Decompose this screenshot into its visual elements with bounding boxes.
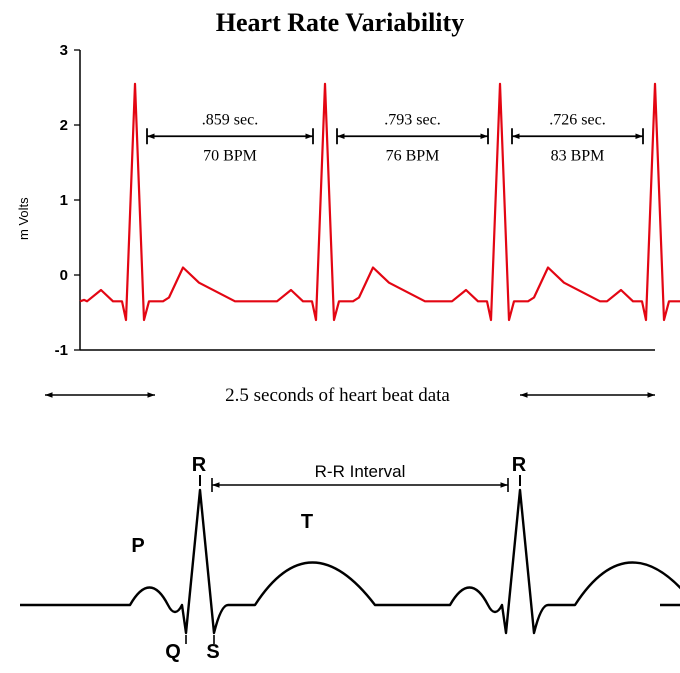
interval-time-label: .793 sec. bbox=[384, 111, 440, 128]
figure-container: Heart Rate Variability m Volts -1 0 1 2 3 .85… bbox=[0, 0, 680, 673]
y-tick-label: -1 bbox=[55, 342, 68, 359]
y-tick-label: 0 bbox=[60, 267, 68, 284]
duration-caption-text: 2.5 seconds of heart beat data bbox=[225, 385, 450, 406]
interval-bpm-label: 76 BPM bbox=[386, 147, 440, 164]
chart-title: Heart Rate Variability bbox=[0, 8, 680, 38]
pqrst-waveform bbox=[20, 490, 680, 633]
interval-bpm-label: 83 BPM bbox=[551, 147, 605, 164]
wave-label-R: R bbox=[512, 454, 527, 476]
rr-interval-label: R-R Interval bbox=[315, 462, 406, 481]
y-tick-label: 1 bbox=[60, 192, 68, 209]
interval-time-label: .726 sec. bbox=[549, 111, 605, 128]
wave-label-P: P bbox=[131, 535, 144, 557]
wave-label-T: T bbox=[301, 511, 313, 533]
wave-label-Q: Q bbox=[165, 641, 181, 663]
interval-bpm-label: 70 BPM bbox=[203, 147, 257, 164]
interval-time-label: .859 sec. bbox=[202, 111, 258, 128]
wave-label-S: S bbox=[206, 641, 219, 663]
y-tick-label: 3 bbox=[60, 42, 68, 59]
wave-label-R: R bbox=[192, 454, 207, 476]
duration-caption: 2.5 seconds of heart beat data bbox=[45, 385, 655, 406]
figure-svg: -1 0 1 2 3 .859 sec. 70 BPM .793 sec. 76 BPM .726… bbox=[0, 0, 680, 673]
ecg-chart: -1 0 1 2 3 .859 sec. 70 BPM .793 sec. 76 BPM .726… bbox=[55, 42, 680, 359]
y-tick-label: 2 bbox=[60, 117, 68, 134]
pqrst-diagram: P R T R Q S R-R Interval bbox=[20, 454, 680, 663]
y-axis-label: m Volts bbox=[16, 197, 31, 240]
